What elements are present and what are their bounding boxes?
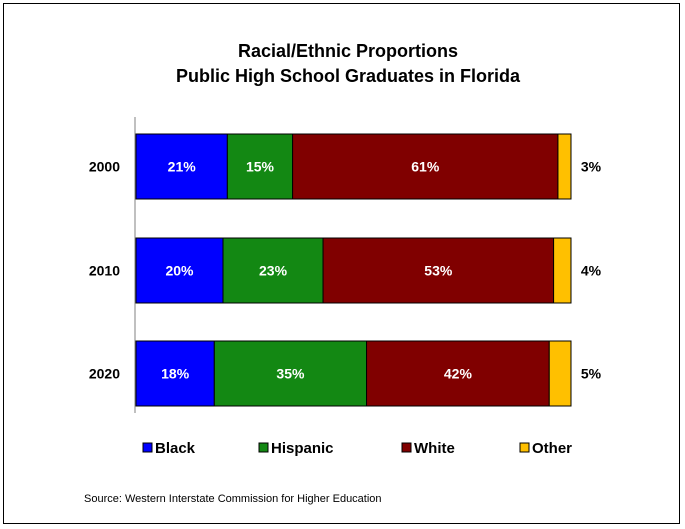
data-label-hispanic-2000: 15% xyxy=(246,159,275,175)
data-label-other-2010: 4% xyxy=(581,263,602,279)
bar-hispanic-2010 xyxy=(222,237,324,304)
bar-black-2000 xyxy=(135,133,228,200)
category-label-2000: 2000 xyxy=(89,159,120,175)
chart-title-line-1: Racial/Ethnic Proportions xyxy=(238,41,458,61)
data-label-black-2000: 21% xyxy=(168,159,197,175)
bar-black-2020 xyxy=(135,340,215,407)
bars-group: 2000 21% 15% 61% 3% 2010 20% 23% 53% 4% 2020 18% 35%… xyxy=(89,133,602,407)
legend-swatch-hispanic xyxy=(258,442,269,453)
data-label-white-2000: 61% xyxy=(411,159,440,175)
legend-label-other: Other xyxy=(532,440,572,457)
bar-white-2010 xyxy=(322,237,555,304)
legend: Black Hispanic White Other xyxy=(142,440,572,457)
data-label-hispanic-2020: 35% xyxy=(276,366,305,382)
bar-other-2000 xyxy=(557,133,572,200)
chart-frame xyxy=(3,3,680,524)
chart-title-line-2: Public High School Graduates in Florida xyxy=(176,66,521,86)
legend-label-white: White xyxy=(414,440,455,457)
data-label-black-2010: 20% xyxy=(165,263,194,279)
category-label-2020: 2020 xyxy=(89,366,120,382)
bar-white-2020 xyxy=(366,340,550,407)
data-label-white-2020: 42% xyxy=(444,366,473,382)
legend-swatch-white xyxy=(401,442,412,453)
category-label-2010: 2010 xyxy=(89,263,120,279)
legend-swatch-other xyxy=(519,442,530,453)
bar-other-2020 xyxy=(548,340,572,407)
data-label-other-2000: 3% xyxy=(581,159,602,175)
data-label-other-2020: 5% xyxy=(581,366,602,382)
bar-white-2000 xyxy=(292,133,559,200)
bar-black-2010 xyxy=(135,237,224,304)
legend-swatch-black xyxy=(142,442,153,453)
source-note: Source: Western Interstate Commission fo… xyxy=(84,493,382,505)
legend-label-hispanic: Hispanic xyxy=(271,440,334,457)
data-label-hispanic-2010: 23% xyxy=(259,263,288,279)
bar-other-2010 xyxy=(553,237,572,304)
data-label-white-2010: 53% xyxy=(424,263,453,279)
data-label-black-2020: 18% xyxy=(161,366,190,382)
legend-label-black: Black xyxy=(155,440,196,457)
bar-hispanic-2020 xyxy=(213,340,368,407)
